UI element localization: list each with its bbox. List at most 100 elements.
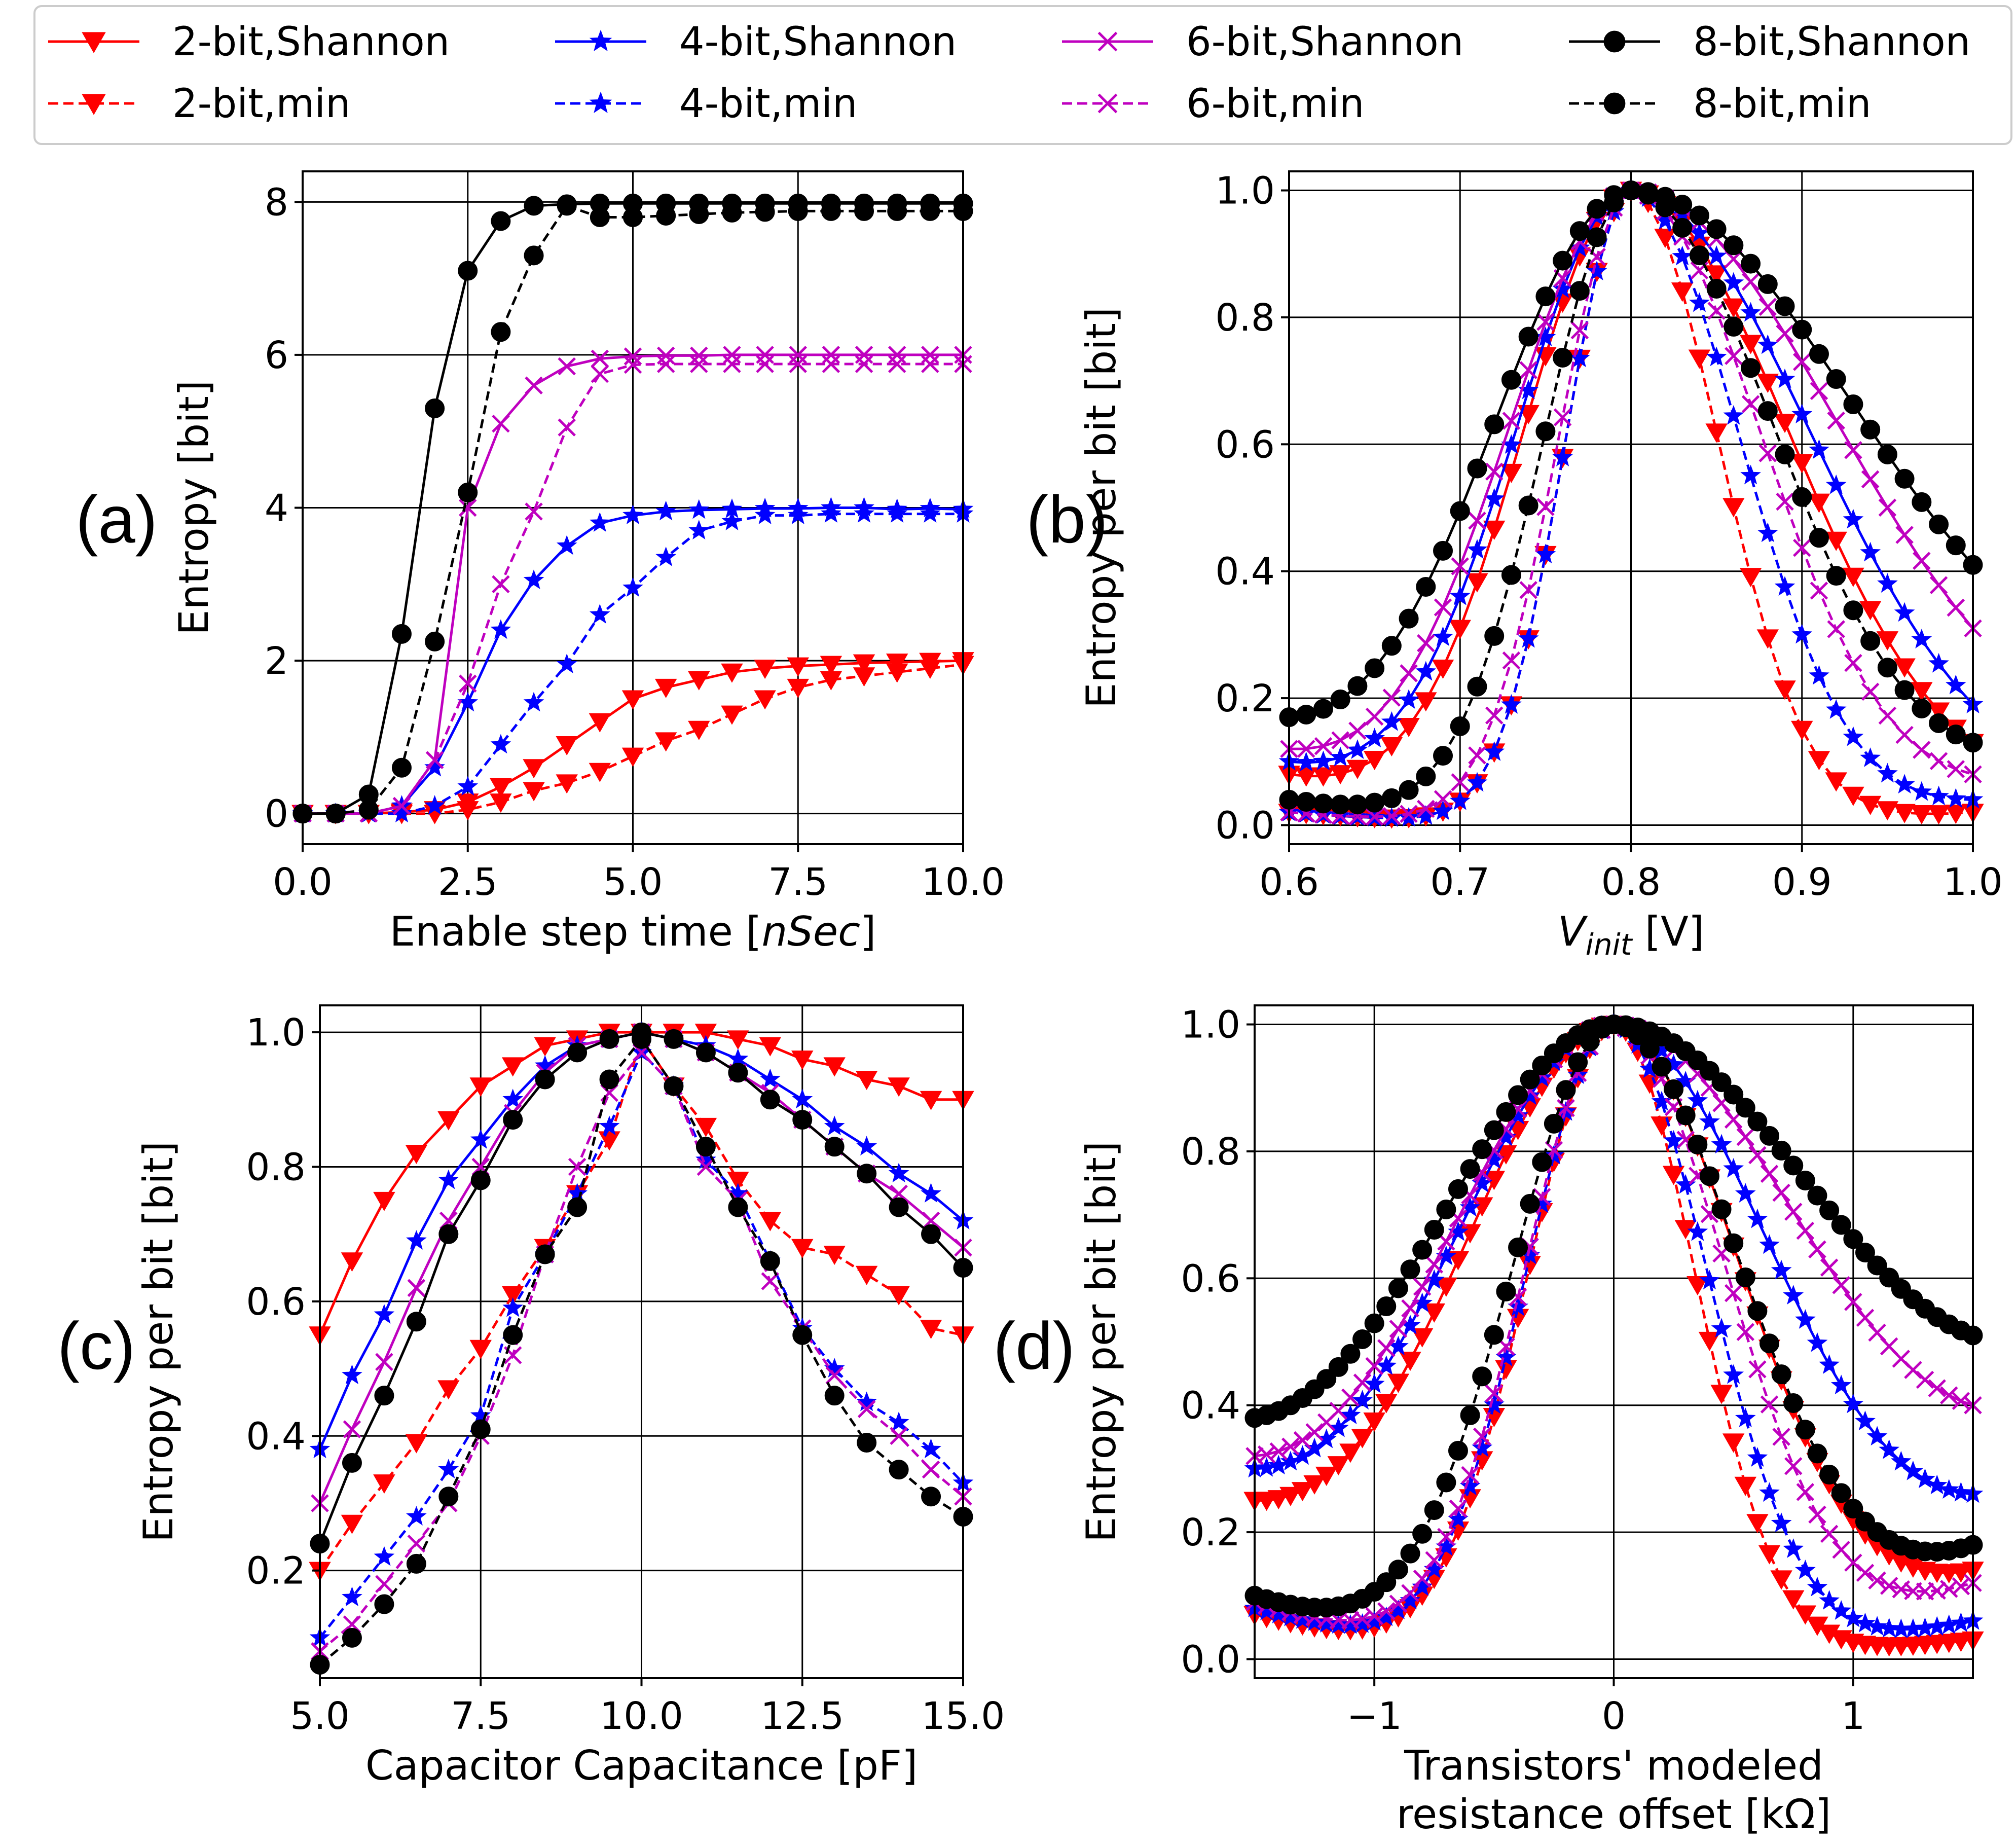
data-point [727,1172,749,1191]
data-point [1662,1166,1685,1185]
data-point [374,1386,394,1406]
x-axis-label-line: Transistors' modeled [1404,1742,1823,1789]
x-tick-label: 12.5 [760,1694,844,1738]
legend-item: 6-bit,Shannon [1062,19,1463,65]
legend-marker [82,94,106,115]
data-point [1707,302,1726,320]
data-point [1468,512,1486,530]
data-point [1330,794,1350,815]
data-point [1748,1146,1767,1165]
x-tick-label: 0.7 [1430,860,1490,904]
data-point [759,1212,782,1232]
data-point [1365,1607,1383,1625]
data-point [1951,1481,1971,1502]
panel-c-chart: 5.0 7.5 10.0 12.5 15.0 0.2 0.4 0.6 0.8 1.0 Entropy… [57,1004,1005,1789]
x-tick-label: 15.0 [922,1694,1005,1738]
data-point [1388,1278,1408,1298]
data-point [1330,746,1351,767]
data-point [1451,557,1470,575]
data-point [1784,1203,1803,1221]
data-point [690,355,708,373]
data-point [1532,1056,1552,1076]
data-point [1926,1474,1948,1495]
data-point [622,577,643,597]
data-point [523,759,545,779]
data-point [1820,1258,1839,1277]
data-point [1473,1427,1491,1446]
data-point [1400,664,1418,682]
data-point [890,1427,908,1445]
data-point [697,1157,715,1176]
data-point [787,678,809,698]
data-point [1843,1499,1863,1519]
data-point [1895,726,1914,744]
data-point [1424,1220,1444,1240]
data-point [1929,514,1949,534]
data-point [1940,1386,1958,1404]
data-point [1586,261,1607,280]
x-axis-label-symbol: V [1558,908,1588,955]
data-point [787,657,809,677]
x-tick-label: 0.6 [1259,860,1319,904]
data-point [1877,658,1897,678]
data-point [1553,347,1573,368]
data-point [694,1117,717,1137]
x-tick-label: 5.0 [290,1694,350,1738]
data-point [375,1575,393,1593]
data-point [1400,1543,1420,1564]
data-point [1736,1128,1755,1146]
data-point [1911,805,1933,824]
data-point [792,1110,813,1130]
data-point [490,619,511,639]
data-point [1830,1600,1852,1620]
data-point [501,1057,524,1077]
data-point [1830,1374,1852,1395]
data-point [1794,1560,1816,1579]
data-point [759,1068,781,1089]
data-point [1671,282,1694,302]
data-point [524,245,544,266]
data-point [1741,273,1760,291]
data-point [599,1115,620,1136]
data-point [342,1586,362,1607]
data-point [1878,706,1897,725]
data-point [1861,470,1880,489]
data-point [1467,676,1487,697]
data-point [1466,573,1488,593]
data-point [523,569,544,590]
legend-label: 8-bit,Shannon [1693,19,1970,65]
data-point [1376,1296,1397,1317]
legend-label: 2-bit,min [172,81,350,127]
data-point [887,503,908,523]
data-point [1810,582,1828,600]
y-tick-label: 1.0 [246,1011,306,1055]
data-point [1792,353,1811,371]
data-point [424,756,445,777]
data-point [1291,1482,1314,1502]
data-point [1399,1352,1421,1371]
data-point [1782,1590,1805,1610]
legend-frame [33,5,2012,145]
data-point [623,207,643,227]
data-point [688,671,710,691]
data-point [1339,1443,1362,1463]
data-point [1341,1388,1360,1407]
data-point [407,1279,426,1297]
data-point [1365,707,1384,726]
x-axis-label-unit: nSec [761,908,860,955]
data-point [1711,1134,1732,1154]
data-point [558,418,576,437]
data-point [1518,327,1538,347]
data-point [1894,774,1915,794]
data-point [523,692,544,712]
panel-letter: (a) [76,482,157,557]
data-point [343,1420,361,1438]
data-point [1312,767,1335,787]
data-point [1843,1393,1864,1414]
data-point [1568,1052,1588,1072]
data-point [1819,1200,1840,1220]
data-point [791,1239,814,1258]
data-point [1689,205,1709,226]
data-point [1827,411,1845,430]
data-point [1945,674,1966,695]
